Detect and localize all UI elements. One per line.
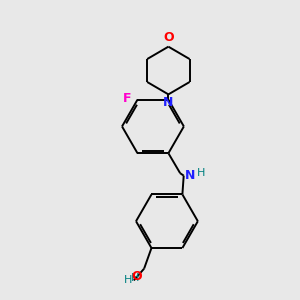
Text: H: H <box>196 168 205 178</box>
Text: F: F <box>122 92 131 105</box>
Text: O: O <box>131 270 142 283</box>
Text: O: O <box>163 31 174 44</box>
Text: H: H <box>131 273 140 283</box>
Text: H: H <box>124 275 132 285</box>
Text: N: N <box>163 96 174 109</box>
Text: N: N <box>184 169 195 182</box>
